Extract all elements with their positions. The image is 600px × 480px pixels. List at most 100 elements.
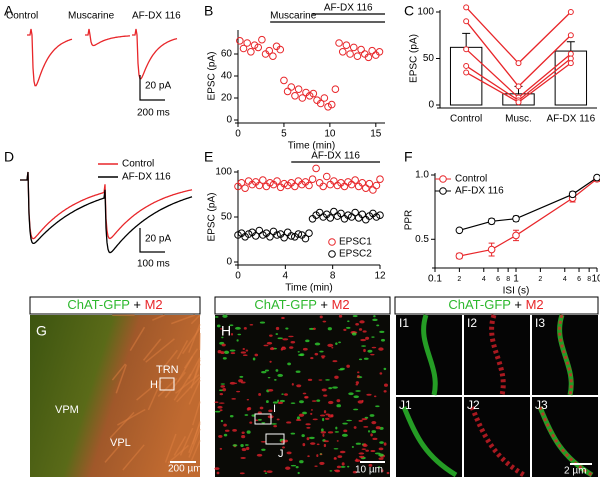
x-tick-label: 10 xyxy=(324,129,336,140)
y-axis-label: EPSC (pA) xyxy=(207,193,218,242)
puncta xyxy=(242,354,248,357)
fiber xyxy=(188,357,201,380)
fiber xyxy=(179,427,194,456)
legend-label: Control xyxy=(455,174,487,185)
puncta xyxy=(333,469,340,472)
puncta xyxy=(249,324,254,326)
data-point xyxy=(254,43,263,52)
puncta xyxy=(241,448,247,452)
puncta xyxy=(379,441,384,444)
puncta xyxy=(236,390,241,393)
data-point xyxy=(512,231,520,240)
puncta xyxy=(367,349,373,353)
x-tick-label: 5 xyxy=(281,129,287,140)
puncta xyxy=(319,315,323,319)
puncta xyxy=(325,417,330,420)
fiber xyxy=(109,411,135,439)
puncta xyxy=(358,358,363,361)
puncta xyxy=(336,465,342,469)
puncta xyxy=(361,448,367,450)
x-axis-label: Time (min) xyxy=(288,141,335,152)
puncta xyxy=(321,428,324,432)
puncta xyxy=(333,448,339,450)
puncta xyxy=(366,393,372,396)
puncta xyxy=(275,369,279,372)
scale-label: 200 ms xyxy=(137,108,170,119)
y-axis-label: PPR xyxy=(404,210,415,231)
puncta xyxy=(222,357,227,360)
puncta xyxy=(269,360,272,363)
data-point xyxy=(327,100,336,109)
data-point xyxy=(372,213,381,221)
data-point xyxy=(358,210,367,219)
data-point xyxy=(287,232,296,240)
puncta xyxy=(263,470,267,473)
puncta xyxy=(266,470,273,474)
puncta xyxy=(259,406,264,410)
inset-image xyxy=(464,315,530,395)
puncta xyxy=(218,402,225,404)
fiber xyxy=(171,314,196,325)
data-point xyxy=(368,46,376,55)
puncta xyxy=(316,399,321,402)
puncta xyxy=(379,330,385,333)
data-point xyxy=(266,179,274,187)
puncta xyxy=(353,426,357,429)
error-bar xyxy=(566,41,575,52)
inset-label: J xyxy=(278,448,284,460)
trace-label: Control xyxy=(6,11,38,22)
puncta xyxy=(261,370,267,374)
process xyxy=(538,406,593,477)
puncta xyxy=(358,328,363,331)
data-point xyxy=(298,94,307,102)
data-point xyxy=(322,172,331,181)
scale-label: 20 pA xyxy=(145,234,171,245)
puncta xyxy=(242,347,246,351)
data-point xyxy=(236,37,244,45)
puncta xyxy=(335,342,338,346)
data-point xyxy=(351,208,359,217)
cell-point xyxy=(515,99,522,106)
puncta xyxy=(298,353,303,356)
data-point xyxy=(308,175,317,183)
puncta xyxy=(214,467,220,471)
data-point xyxy=(234,231,242,239)
puncta xyxy=(261,448,266,451)
data-point xyxy=(239,44,248,53)
puncta xyxy=(332,360,338,363)
x-tick-label: Musc. xyxy=(505,114,532,125)
y-tick-label: 1.0 xyxy=(415,170,429,181)
puncta xyxy=(219,389,224,392)
puncta xyxy=(339,450,346,454)
puncta xyxy=(383,367,387,371)
stain-header: ChAT-GFP + M2 xyxy=(67,297,162,312)
fiber xyxy=(164,433,177,463)
scale-bar xyxy=(139,228,165,253)
y-tick-label: 0.5 xyxy=(415,234,429,245)
fiber xyxy=(177,355,194,383)
data-point xyxy=(294,85,303,93)
puncta xyxy=(257,418,262,421)
puncta xyxy=(264,369,270,372)
fiber xyxy=(176,339,189,360)
x-tick-label: 12 xyxy=(374,271,386,282)
puncta xyxy=(273,424,277,428)
puncta xyxy=(360,456,363,459)
puncta xyxy=(282,338,289,341)
panel-label: E xyxy=(204,149,213,165)
x-tick-label: 2 xyxy=(538,276,542,283)
puncta xyxy=(295,370,301,373)
legend-marker xyxy=(439,187,447,195)
data-point xyxy=(568,190,577,199)
puncta xyxy=(357,375,360,378)
data-point xyxy=(273,231,281,239)
puncta xyxy=(378,447,384,451)
data-point xyxy=(316,99,325,108)
puncta xyxy=(355,383,359,386)
puncta xyxy=(220,419,224,423)
puncta xyxy=(358,452,365,455)
y-tick-label: 40 xyxy=(221,71,233,82)
puncta xyxy=(219,409,223,412)
scale-bar xyxy=(139,75,165,101)
puncta xyxy=(230,333,234,336)
